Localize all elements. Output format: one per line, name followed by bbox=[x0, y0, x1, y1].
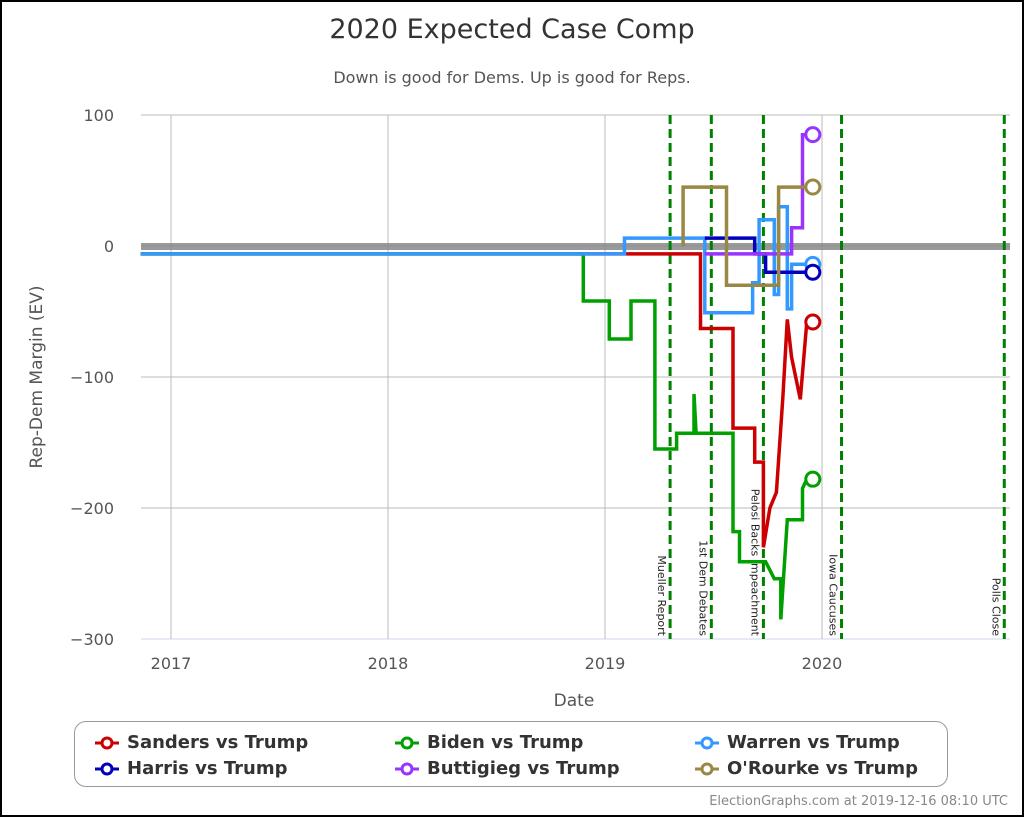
event-label: Iowa Caucuses bbox=[827, 554, 840, 636]
series-line bbox=[140, 204, 807, 315]
legend-item[interactable]: Harris vs Trump bbox=[93, 758, 287, 779]
grid-lines bbox=[141, 114, 1010, 640]
legend-marker-icon bbox=[95, 762, 119, 775]
legend-label: Warren vs Trump bbox=[727, 732, 900, 753]
x-tick-label: 2018 bbox=[368, 654, 409, 673]
y-tick-label: −200 bbox=[70, 499, 114, 518]
legend-label: Buttigieg vs Trump bbox=[427, 758, 620, 779]
y-tick-label: 0 bbox=[104, 237, 114, 256]
legend-label: Harris vs Trump bbox=[127, 758, 288, 779]
event-markers: Mueller Report 1st Dem Debates Pelosi Back… bbox=[655, 115, 1006, 639]
credit-text: ElectionGraphs.com at 2019-12-16 08:10 U… bbox=[709, 794, 1008, 809]
zero-line bbox=[141, 243, 1010, 250]
series-line bbox=[140, 252, 809, 548]
legend-label: Sanders vs Trump bbox=[127, 732, 309, 753]
legend: Sanders vs Trump Biden vs Trump Warren vs … bbox=[74, 721, 948, 787]
event-label: 1st Dem Debates bbox=[696, 540, 709, 636]
series-line bbox=[704, 132, 807, 256]
legend-item[interactable]: Warren vs Trump bbox=[693, 732, 900, 753]
x-tick-label: 2020 bbox=[802, 654, 843, 673]
legend-item[interactable]: Buttigieg vs Trump bbox=[393, 758, 620, 779]
y-tick-label: −300 bbox=[70, 630, 114, 649]
series-line bbox=[681, 185, 807, 288]
chart-title: 2020 Expected Case Comp bbox=[329, 14, 695, 45]
y-tick-label: −100 bbox=[70, 368, 114, 387]
chart-subtitle: Down is good for Dems. Up is good for Re… bbox=[333, 68, 691, 87]
legend-marker-icon bbox=[695, 762, 719, 775]
series-lines bbox=[140, 126, 822, 620]
legend-item[interactable]: O'Rourke vs Trump bbox=[693, 758, 918, 779]
event-label: Mueller Report bbox=[655, 555, 668, 636]
axis-ticks: 100 0 −100 −200 −300 2017 2018 2019 2020 bbox=[70, 106, 842, 673]
legend-marker-icon bbox=[95, 736, 119, 749]
event-label: Polls Close bbox=[989, 578, 1002, 637]
endpoint-marker bbox=[804, 178, 822, 196]
x-axis-title: Date bbox=[554, 691, 595, 711]
y-axis-title: Rep-Dem Margin (EV) bbox=[27, 285, 47, 468]
zero-band bbox=[141, 243, 1010, 250]
legend-label: O'Rourke vs Trump bbox=[727, 758, 919, 779]
y-tick-label: 100 bbox=[83, 106, 114, 125]
legend-item[interactable]: Biden vs Trump bbox=[393, 732, 583, 753]
legend-item[interactable]: Sanders vs Trump bbox=[93, 732, 308, 753]
legend-marker-icon bbox=[395, 736, 419, 749]
legend-marker-icon bbox=[695, 736, 719, 749]
endpoint-marker bbox=[804, 263, 822, 281]
endpoint-marker bbox=[804, 126, 822, 144]
endpoint-marker bbox=[804, 313, 822, 331]
legend-label: Biden vs Trump bbox=[427, 732, 584, 753]
x-tick-label: 2017 bbox=[151, 654, 192, 673]
x-tick-label: 2019 bbox=[585, 654, 626, 673]
legend-marker-icon bbox=[395, 762, 419, 775]
endpoint-marker bbox=[804, 470, 822, 488]
series-line bbox=[140, 252, 809, 620]
